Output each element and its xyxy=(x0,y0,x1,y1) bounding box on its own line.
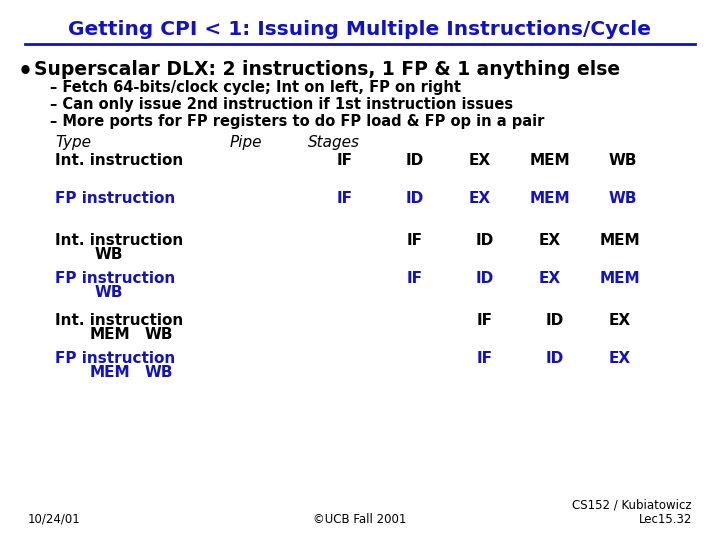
Text: ID: ID xyxy=(476,233,494,248)
Text: Getting CPI < 1: Issuing Multiple Instructions/Cycle: Getting CPI < 1: Issuing Multiple Instru… xyxy=(68,20,652,39)
Text: Int. instruction: Int. instruction xyxy=(55,233,184,248)
Text: IF: IF xyxy=(477,351,493,366)
Text: WB: WB xyxy=(95,247,124,262)
Text: WB: WB xyxy=(608,153,637,168)
Text: FP instruction: FP instruction xyxy=(55,351,175,366)
Text: FP instruction: FP instruction xyxy=(55,271,175,286)
Text: EX: EX xyxy=(539,233,561,248)
Text: WB: WB xyxy=(145,327,174,342)
Text: – More ports for FP registers to do FP load & FP op in a pair: – More ports for FP registers to do FP l… xyxy=(50,114,544,129)
Text: CS152 / Kubiatowicz
Lec15.32: CS152 / Kubiatowicz Lec15.32 xyxy=(572,498,692,526)
Text: EX: EX xyxy=(539,271,561,286)
Text: FP instruction: FP instruction xyxy=(55,191,175,206)
Text: WB: WB xyxy=(95,285,124,300)
Text: ID: ID xyxy=(546,351,564,366)
Text: Stages: Stages xyxy=(308,135,360,150)
Text: – Fetch 64-bits/clock cycle; Int on left, FP on right: – Fetch 64-bits/clock cycle; Int on left… xyxy=(50,80,461,95)
Text: ID: ID xyxy=(546,313,564,328)
Text: Int. instruction: Int. instruction xyxy=(55,313,184,328)
Text: WB: WB xyxy=(145,365,174,380)
Text: MEM: MEM xyxy=(530,191,570,206)
Text: MEM: MEM xyxy=(530,153,570,168)
Text: EX: EX xyxy=(609,313,631,328)
Text: ID: ID xyxy=(406,153,424,168)
Text: IF: IF xyxy=(407,233,423,248)
Text: – Can only issue 2nd instruction if 1st instruction issues: – Can only issue 2nd instruction if 1st … xyxy=(50,97,513,112)
Text: IF: IF xyxy=(337,191,353,206)
Text: Pipe: Pipe xyxy=(230,135,263,150)
Text: ©UCB Fall 2001: ©UCB Fall 2001 xyxy=(313,513,407,526)
Text: MEM: MEM xyxy=(600,233,640,248)
Text: MEM: MEM xyxy=(90,327,130,342)
Text: EX: EX xyxy=(469,153,491,168)
Text: •: • xyxy=(18,60,33,84)
Text: MEM: MEM xyxy=(90,365,130,380)
Text: Int. instruction: Int. instruction xyxy=(55,153,184,168)
Text: Type: Type xyxy=(55,135,91,150)
Text: ID: ID xyxy=(406,191,424,206)
Text: IF: IF xyxy=(477,313,493,328)
Text: MEM: MEM xyxy=(600,271,640,286)
Text: Superscalar DLX: 2 instructions, 1 FP & 1 anything else: Superscalar DLX: 2 instructions, 1 FP & … xyxy=(34,60,620,79)
Text: 10/24/01: 10/24/01 xyxy=(28,513,81,526)
Text: ID: ID xyxy=(476,271,494,286)
Text: IF: IF xyxy=(407,271,423,286)
Text: WB: WB xyxy=(608,191,637,206)
Text: EX: EX xyxy=(469,191,491,206)
Text: IF: IF xyxy=(337,153,353,168)
Text: EX: EX xyxy=(609,351,631,366)
